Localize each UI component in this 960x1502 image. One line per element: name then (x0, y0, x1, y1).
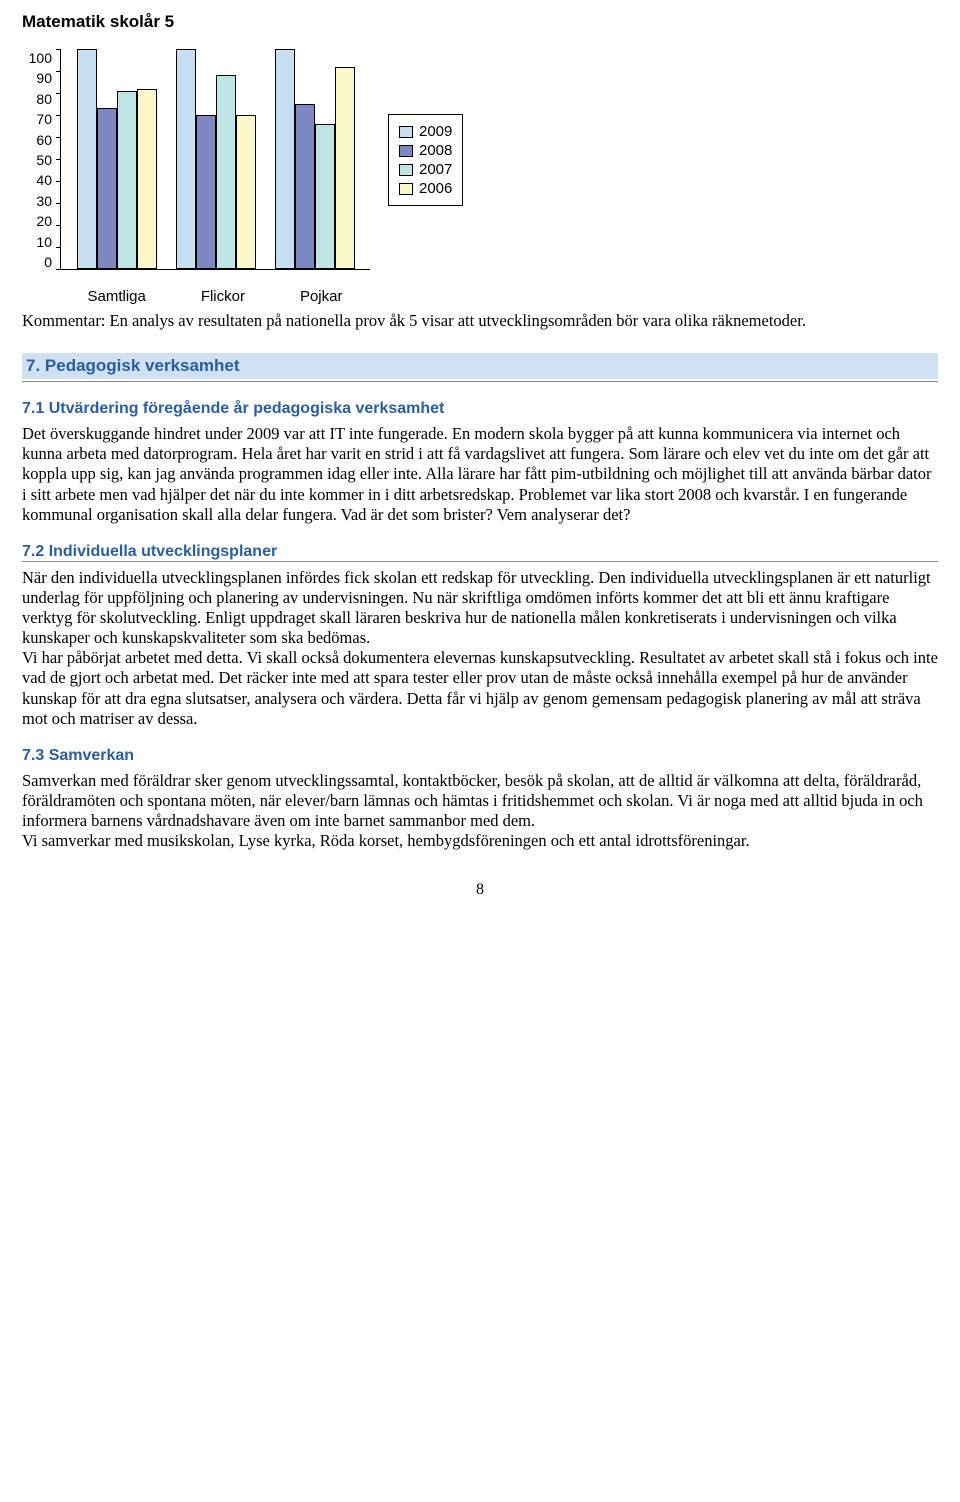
y-tick-label: 10 (22, 234, 52, 250)
bar-chart: 1009080706050403020100 2009200820072006 (22, 50, 938, 270)
y-tick-label: 60 (22, 132, 52, 148)
chart-legend: 2009 2008 2007 2006 (388, 114, 463, 206)
y-tick-label: 50 (22, 152, 52, 168)
bar (275, 49, 295, 269)
legend-row: 2006 (399, 180, 452, 197)
bar-group (77, 49, 157, 269)
page-number: 8 (22, 881, 938, 899)
y-tick-label: 30 (22, 193, 52, 209)
bar (137, 89, 157, 269)
section-7-1-body: Det överskuggande hindret under 2009 var… (22, 424, 938, 525)
legend-row: 2009 (399, 123, 452, 140)
x-tick-label: Pojkar (300, 288, 343, 305)
bar (117, 91, 137, 269)
legend-label: 2007 (419, 161, 452, 178)
y-tick-label: 100 (22, 50, 52, 66)
legend-swatch (399, 126, 413, 138)
bar (97, 108, 117, 269)
bar-group (275, 49, 355, 269)
y-tick-label: 20 (22, 213, 52, 229)
section-7-2-body: När den individuella utvecklingsplanen i… (22, 568, 938, 729)
section-7-3-body: Samverkan med föräldrar sker genom utvec… (22, 771, 938, 852)
bar (335, 67, 355, 269)
bar (176, 49, 196, 269)
section-7-1-title: 7.1 Utvärdering föregående år pedagogisk… (22, 400, 938, 418)
legend-swatch (399, 183, 413, 195)
legend-row: 2007 (399, 161, 452, 178)
x-tick-label: Samtliga (87, 288, 145, 305)
section-7-3-title: 7.3 Samverkan (22, 747, 938, 765)
bar (77, 49, 97, 269)
bar (295, 104, 315, 269)
y-tick-label: 40 (22, 172, 52, 188)
x-axis-labels: Samtliga Flickor Pojkar (60, 288, 370, 305)
legend-label: 2006 (419, 180, 452, 197)
bar (196, 115, 216, 269)
x-tick-label: Flickor (201, 288, 245, 305)
bar-group (176, 49, 256, 269)
y-tick-label: 90 (22, 70, 52, 86)
section-7-title: 7. Pedagogisk verksamhet (26, 356, 934, 376)
legend-label: 2008 (419, 142, 452, 159)
section-7-header: 7. Pedagogisk verksamhet (22, 353, 938, 379)
y-tick-label: 0 (22, 254, 52, 270)
section-7-2-title: 7.2 Individuella utvecklingsplaner (22, 543, 938, 561)
legend-label: 2009 (419, 123, 452, 140)
y-tick-label: 70 (22, 111, 52, 127)
legend-row: 2008 (399, 142, 452, 159)
legend-swatch (399, 164, 413, 176)
bar (236, 115, 256, 269)
page-title: Matematik skolår 5 (22, 12, 938, 32)
bar (216, 75, 236, 269)
y-axis: 1009080706050403020100 (22, 50, 52, 270)
legend-swatch (399, 145, 413, 157)
plot-area (60, 50, 370, 270)
bar (315, 124, 335, 269)
y-tick-label: 80 (22, 91, 52, 107)
chart-comment: Kommentar: En analys av resultaten på na… (22, 311, 938, 331)
